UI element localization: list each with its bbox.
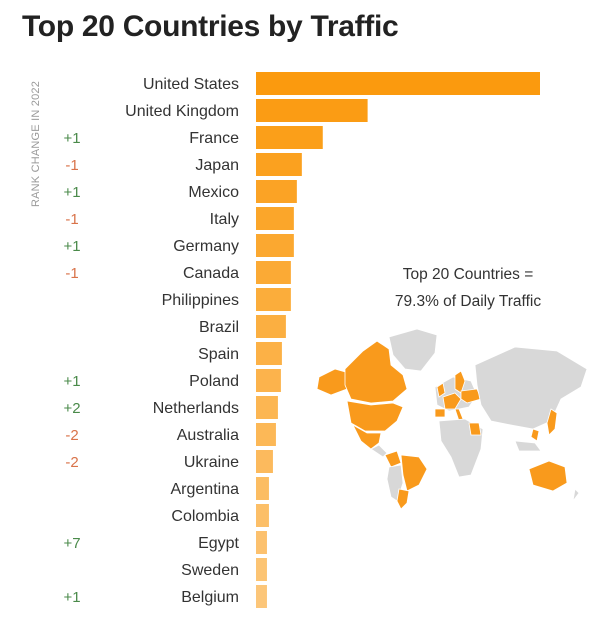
map-philippines bbox=[530, 428, 540, 442]
rank-change-label: +1 bbox=[63, 373, 80, 390]
map-spain bbox=[434, 408, 446, 418]
rank-change-label: -1 bbox=[65, 265, 78, 282]
category-label: France bbox=[189, 130, 239, 147]
category-label: Poland bbox=[189, 373, 239, 390]
category-label: Italy bbox=[210, 211, 239, 228]
bar-germany bbox=[256, 234, 294, 257]
bar-united-states bbox=[256, 72, 540, 95]
map-usa bbox=[346, 400, 404, 432]
category-label: Japan bbox=[195, 157, 239, 174]
category-label: United States bbox=[143, 76, 239, 93]
map-new-zealand bbox=[572, 488, 580, 502]
category-label: Egypt bbox=[198, 535, 239, 552]
bar-australia bbox=[256, 423, 276, 446]
category-label: Philippines bbox=[162, 292, 239, 309]
bar-canada bbox=[256, 261, 291, 284]
bar-italy bbox=[256, 207, 294, 230]
bar-united-kingdom bbox=[256, 99, 368, 122]
rank-change-label: -2 bbox=[65, 454, 78, 471]
map-colombia bbox=[384, 450, 402, 468]
world-map bbox=[316, 328, 588, 510]
map-western-europe bbox=[442, 392, 462, 410]
category-label: Colombia bbox=[171, 508, 239, 525]
map-argentina bbox=[396, 488, 410, 510]
bar-ukraine bbox=[256, 450, 273, 473]
summary-annotation: Top 20 Countries = 79.3% of Daily Traffi… bbox=[364, 261, 572, 315]
map-sweden bbox=[454, 370, 466, 394]
rank-change-label: +2 bbox=[63, 400, 80, 417]
category-label: Belgium bbox=[181, 589, 239, 606]
map-greenland bbox=[388, 328, 438, 372]
bar-argentina bbox=[256, 477, 269, 500]
bar-poland bbox=[256, 369, 281, 392]
rank-change-label: +1 bbox=[63, 130, 80, 147]
bar-netherlands bbox=[256, 396, 278, 419]
category-label: Ukraine bbox=[184, 454, 239, 471]
bar-belgium bbox=[256, 585, 267, 608]
category-label: Sweden bbox=[181, 562, 239, 579]
category-label: United Kingdom bbox=[125, 103, 239, 120]
bar-colombia bbox=[256, 504, 269, 527]
rank-change-label: -1 bbox=[65, 211, 78, 228]
bar-mexico bbox=[256, 180, 297, 203]
rank-change-label: +1 bbox=[63, 589, 80, 606]
map-se-asia bbox=[514, 440, 542, 452]
map-uk bbox=[436, 382, 446, 398]
category-label: Brazil bbox=[199, 319, 239, 336]
map-canada bbox=[344, 340, 408, 404]
map-asia bbox=[474, 346, 588, 430]
category-label: Canada bbox=[183, 265, 239, 282]
map-eastern-europe bbox=[460, 388, 482, 404]
rank-change-label: -2 bbox=[65, 427, 78, 444]
bar-france bbox=[256, 126, 323, 149]
category-label: Mexico bbox=[188, 184, 239, 201]
annotation-line-1: Top 20 Countries = bbox=[402, 266, 534, 283]
category-label: Spain bbox=[198, 346, 239, 363]
rank-change-label: +1 bbox=[63, 184, 80, 201]
annotation-line-2: 79.3% of Daily Traffic bbox=[394, 293, 542, 310]
bar-spain bbox=[256, 342, 282, 365]
map-alaska bbox=[316, 368, 350, 396]
map-central-america bbox=[370, 444, 388, 458]
category-label: Netherlands bbox=[153, 400, 239, 417]
map-japan bbox=[546, 408, 558, 436]
bar-brazil bbox=[256, 315, 286, 338]
rank-change-label: +7 bbox=[63, 535, 80, 552]
rank-change-label: +1 bbox=[63, 238, 80, 255]
category-label: Germany bbox=[173, 238, 239, 255]
map-egypt bbox=[468, 422, 482, 436]
bar-egypt bbox=[256, 531, 267, 554]
category-label: Argentina bbox=[171, 481, 240, 498]
bar-sweden bbox=[256, 558, 267, 581]
map-mexico bbox=[352, 423, 382, 450]
map-brazil bbox=[400, 454, 428, 492]
bar-japan bbox=[256, 153, 302, 176]
bar-philippines bbox=[256, 288, 291, 311]
chart-title: Top 20 Countries by Traffic bbox=[22, 10, 399, 43]
map-australia bbox=[528, 460, 568, 492]
category-label: Australia bbox=[177, 427, 239, 444]
rank-change-label: -1 bbox=[65, 157, 78, 174]
